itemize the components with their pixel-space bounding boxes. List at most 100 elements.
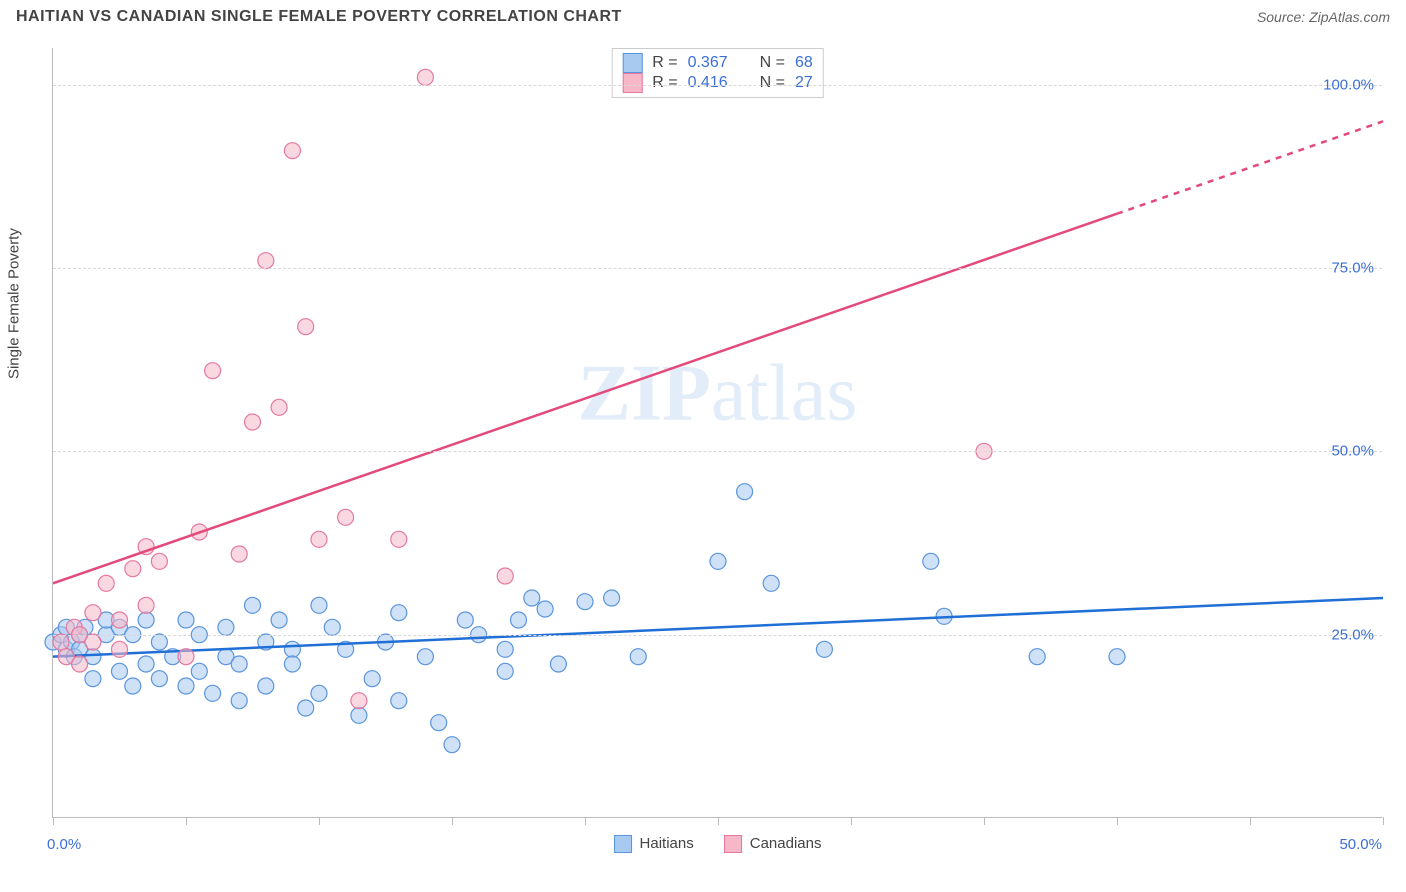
data-point bbox=[125, 561, 141, 577]
data-point bbox=[298, 319, 314, 335]
data-point bbox=[205, 685, 221, 701]
data-point bbox=[112, 663, 128, 679]
correlation-stats-box: R = 0.367N = 68R = 0.416N = 27 bbox=[611, 48, 824, 98]
title-bar: HAITIAN VS CANADIAN SINGLE FEMALE POVERT… bbox=[0, 0, 1406, 30]
data-point bbox=[417, 69, 433, 85]
x-tick bbox=[585, 817, 586, 825]
x-axis-max-label: 50.0% bbox=[1339, 836, 1382, 853]
data-point bbox=[258, 253, 274, 269]
r-label: R = bbox=[652, 74, 677, 92]
data-point bbox=[245, 414, 261, 430]
data-point bbox=[85, 671, 101, 687]
legend-label: Canadians bbox=[750, 835, 822, 852]
data-point bbox=[630, 649, 646, 665]
data-point bbox=[577, 594, 593, 610]
data-point bbox=[205, 363, 221, 379]
n-label: N = bbox=[760, 74, 785, 92]
data-point bbox=[923, 553, 939, 569]
data-point bbox=[550, 656, 566, 672]
data-point bbox=[284, 143, 300, 159]
x-tick bbox=[186, 817, 187, 825]
data-point bbox=[258, 678, 274, 694]
data-point bbox=[763, 575, 779, 591]
y-tick-label: 50.0% bbox=[1331, 443, 1374, 460]
chart-title: HAITIAN VS CANADIAN SINGLE FEMALE POVERT… bbox=[16, 8, 622, 26]
data-point bbox=[457, 612, 473, 628]
data-point bbox=[178, 612, 194, 628]
data-point bbox=[151, 671, 167, 687]
n-value: 27 bbox=[795, 74, 813, 92]
data-point bbox=[537, 601, 553, 617]
data-point bbox=[311, 685, 327, 701]
data-point bbox=[151, 634, 167, 650]
data-point bbox=[497, 641, 513, 657]
data-point bbox=[324, 619, 340, 635]
data-point bbox=[710, 553, 726, 569]
legend-swatch bbox=[724, 835, 742, 853]
data-point bbox=[351, 693, 367, 709]
data-point bbox=[151, 553, 167, 569]
r-value: 0.416 bbox=[688, 74, 728, 92]
trend-line bbox=[53, 214, 1117, 584]
n-label: N = bbox=[760, 54, 785, 72]
x-tick bbox=[984, 817, 985, 825]
legend-item: Canadians bbox=[724, 835, 822, 853]
data-point bbox=[284, 656, 300, 672]
legend-swatch bbox=[622, 73, 642, 93]
data-point bbox=[524, 590, 540, 606]
y-tick-label: 75.0% bbox=[1331, 260, 1374, 277]
data-point bbox=[72, 656, 88, 672]
data-point bbox=[298, 700, 314, 716]
data-point bbox=[284, 641, 300, 657]
data-point bbox=[511, 612, 527, 628]
data-point bbox=[1029, 649, 1045, 665]
data-point bbox=[351, 707, 367, 723]
y-tick-label: 100.0% bbox=[1323, 76, 1374, 93]
data-point bbox=[98, 575, 114, 591]
data-point bbox=[112, 641, 128, 657]
y-tick-label: 25.0% bbox=[1331, 626, 1374, 643]
data-point bbox=[138, 597, 154, 613]
gridline bbox=[53, 268, 1382, 269]
data-point bbox=[364, 671, 380, 687]
legend-bottom: HaitiansCanadians bbox=[614, 835, 822, 853]
data-point bbox=[737, 484, 753, 500]
data-point bbox=[138, 656, 154, 672]
data-point bbox=[391, 531, 407, 547]
x-tick bbox=[718, 817, 719, 825]
x-tick bbox=[1250, 817, 1251, 825]
y-axis-label: Single Female Poverty bbox=[6, 228, 23, 379]
chart-area: ZIPatlas R = 0.367N = 68R = 0.416N = 27 … bbox=[52, 48, 1382, 818]
data-point bbox=[271, 399, 287, 415]
data-point bbox=[311, 597, 327, 613]
data-point bbox=[138, 612, 154, 628]
r-label: R = bbox=[652, 54, 677, 72]
data-point bbox=[125, 678, 141, 694]
data-point bbox=[431, 715, 447, 731]
data-point bbox=[178, 678, 194, 694]
data-point bbox=[245, 597, 261, 613]
stats-row: R = 0.367N = 68 bbox=[622, 53, 813, 73]
gridline bbox=[53, 635, 1382, 636]
trend-line-extrapolated bbox=[1117, 121, 1383, 213]
scatter-plot-svg bbox=[53, 48, 1382, 817]
source-label: Source: ZipAtlas.com bbox=[1257, 9, 1390, 25]
data-point bbox=[311, 531, 327, 547]
data-point bbox=[191, 663, 207, 679]
data-point bbox=[231, 693, 247, 709]
data-point bbox=[604, 590, 620, 606]
data-point bbox=[391, 693, 407, 709]
x-tick bbox=[1383, 817, 1384, 825]
gridline bbox=[53, 85, 1382, 86]
x-tick bbox=[53, 817, 54, 825]
data-point bbox=[53, 634, 69, 650]
data-point bbox=[497, 568, 513, 584]
data-point bbox=[271, 612, 287, 628]
data-point bbox=[444, 737, 460, 753]
data-point bbox=[218, 619, 234, 635]
legend-swatch bbox=[614, 835, 632, 853]
data-point bbox=[178, 649, 194, 665]
r-value: 0.367 bbox=[688, 54, 728, 72]
gridline bbox=[53, 451, 1382, 452]
data-point bbox=[231, 546, 247, 562]
